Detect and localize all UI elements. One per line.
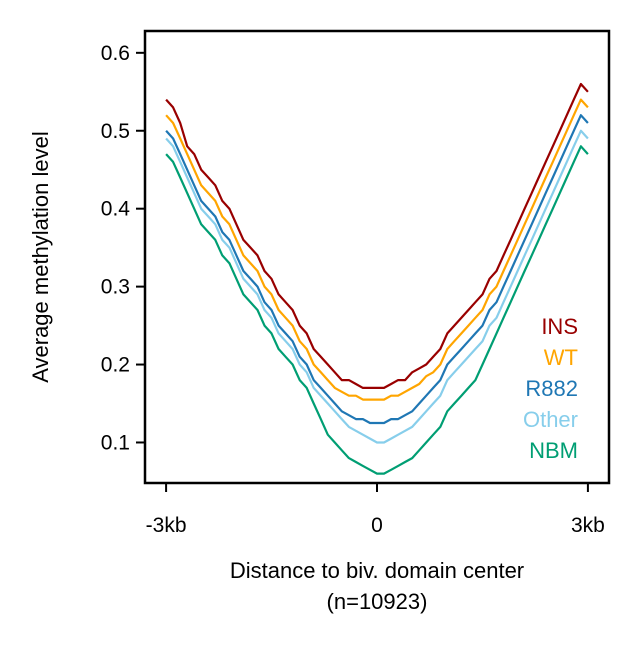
y-tick-label: 0.5 xyxy=(101,120,130,143)
x-tick-label: 0 xyxy=(371,514,383,537)
series-line-nbm xyxy=(165,145,589,475)
x-axis: -3kb 0 3kb xyxy=(146,483,605,537)
legend: INS WT R882 Other NBM xyxy=(523,314,578,463)
legend-entry-nbm: NBM xyxy=(529,438,578,463)
y-tick-label: 0.2 xyxy=(101,354,130,377)
y-tick-label: 0.6 xyxy=(101,42,130,65)
series-layer xyxy=(165,82,589,475)
series-line-r882 xyxy=(165,114,589,425)
y-axis: 0.1 0.2 0.3 0.4 0.5 0.6 xyxy=(101,42,145,454)
x-axis-title: Distance to biv. domain center xyxy=(230,558,524,583)
legend-entry-r882: R882 xyxy=(525,376,578,401)
y-tick-label: 0.3 xyxy=(101,276,130,299)
legend-entry-ins: INS xyxy=(541,314,578,339)
x-tick-label: 3kb xyxy=(571,514,605,537)
series-line-other xyxy=(165,129,589,444)
x-axis-subtitle: (n=10923) xyxy=(327,589,428,614)
series-line-ins xyxy=(165,82,589,389)
y-axis-title: Average methylation level xyxy=(28,131,53,383)
y-tick-label: 0.1 xyxy=(101,431,130,454)
legend-entry-other: Other xyxy=(523,407,578,432)
x-tick-label: -3kb xyxy=(146,514,187,537)
series-line-wt xyxy=(165,98,589,401)
y-tick-label: 0.4 xyxy=(101,198,131,221)
legend-entry-wt: WT xyxy=(544,345,578,370)
